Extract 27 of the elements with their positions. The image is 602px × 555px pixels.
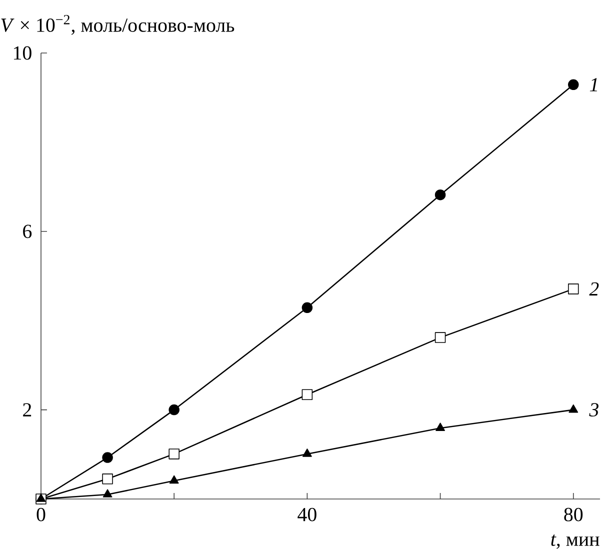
y-axis-title: V × 10$^{−2}$, моль/осново-моль: [1, 14, 234, 35]
series-label: 3: [589, 403, 598, 416]
y-tick-label: 6: [23, 224, 32, 238]
point: [302, 389, 313, 400]
series-label: 1: [590, 78, 598, 92]
point: [568, 79, 579, 90]
point: [168, 404, 180, 416]
x-tick-label: 0: [36, 508, 46, 522]
point: [302, 302, 313, 314]
x-tick-label: 40: [298, 508, 316, 522]
point: [168, 448, 180, 460]
point: [434, 332, 446, 343]
point: [568, 284, 579, 294]
point: [302, 448, 312, 457]
series-label: 2: [589, 282, 599, 296]
y-tick-label: 10: [14, 46, 32, 60]
y-tick-label: 2: [23, 403, 32, 416]
point: [102, 489, 112, 498]
x-tick-label: 80: [564, 508, 583, 522]
point: [169, 475, 179, 484]
point: [434, 189, 446, 200]
point: [568, 404, 578, 413]
point: [436, 422, 445, 431]
point: [102, 452, 113, 463]
point: [36, 494, 46, 502]
x-axis-title: t, мин: [551, 534, 600, 549]
point: [102, 474, 113, 484]
